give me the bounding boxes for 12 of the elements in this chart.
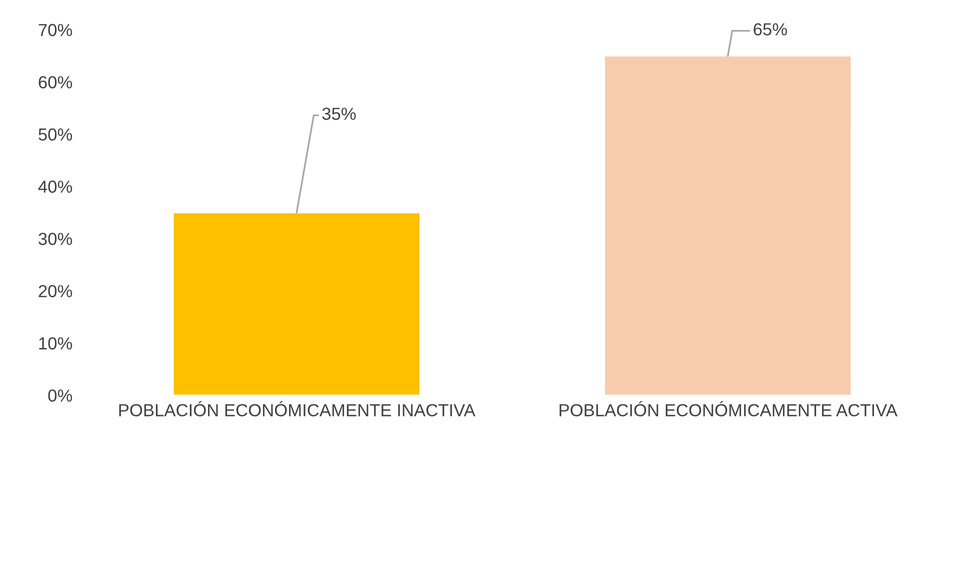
y-tick-label: 10% xyxy=(39,337,72,350)
y-tick-label: 60% xyxy=(38,76,72,88)
x-tick-label: POBLACIÓN ECONÓMICAMENTE INACTIVA xyxy=(119,401,476,416)
y-tick-label: 0% xyxy=(48,389,72,402)
x-tick-label: POBLACIÓN ECONÓMICAMENTE ACTIVA xyxy=(560,401,898,416)
data-label: 65% xyxy=(754,23,787,36)
y-tick-label: 40% xyxy=(38,180,72,193)
y-tick-label: 50% xyxy=(38,128,72,141)
data-label: 35% xyxy=(322,108,356,120)
y-tick-label: 70% xyxy=(38,24,72,36)
y-tick-label: 20% xyxy=(38,285,72,298)
y-tick-label: 30% xyxy=(38,232,72,246)
